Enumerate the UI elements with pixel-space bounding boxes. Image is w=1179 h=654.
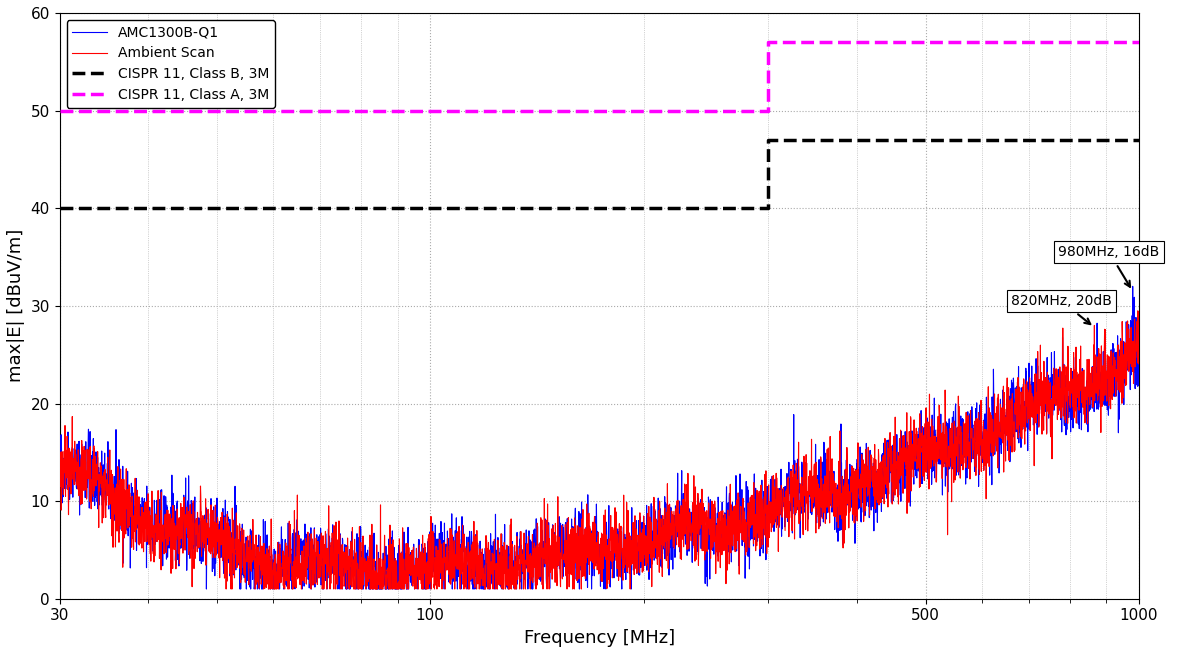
Line: Ambient Scan: Ambient Scan bbox=[60, 311, 1139, 589]
CISPR 11, Class A, 3M bbox=[762, 39, 776, 46]
Line: CISPR 11, Class A, 3M: CISPR 11, Class A, 3M bbox=[60, 43, 1139, 111]
Ambient Scan bbox=[837, 509, 851, 517]
Ambient Scan bbox=[566, 585, 580, 593]
Ambient Scan bbox=[515, 553, 529, 561]
Ambient Scan bbox=[1046, 404, 1060, 412]
CISPR 11, Class B, 3M bbox=[762, 136, 776, 144]
Ambient Scan bbox=[1099, 369, 1113, 377]
Ambient Scan bbox=[506, 570, 520, 578]
CISPR 11, Class B, 3M bbox=[53, 204, 67, 212]
CISPR 11, Class A, 3M bbox=[53, 107, 67, 114]
AMC1300B-Q1 bbox=[1099, 370, 1113, 378]
Text: 820MHz, 20dB: 820MHz, 20dB bbox=[1012, 294, 1112, 324]
Text: 980MHz, 16dB: 980MHz, 16dB bbox=[1059, 245, 1160, 287]
Ambient Scan bbox=[1131, 307, 1145, 315]
CISPR 11, Class B, 3M bbox=[1132, 136, 1146, 144]
CISPR 11, Class A, 3M bbox=[762, 107, 776, 114]
AMC1300B-Q1 bbox=[1132, 339, 1146, 347]
AMC1300B-Q1 bbox=[53, 449, 67, 457]
AMC1300B-Q1 bbox=[199, 585, 213, 593]
AMC1300B-Q1 bbox=[506, 564, 520, 572]
CISPR 11, Class B, 3M bbox=[762, 204, 776, 212]
AMC1300B-Q1 bbox=[566, 549, 580, 557]
CISPR 11, Class A, 3M bbox=[1132, 39, 1146, 46]
Ambient Scan bbox=[1132, 308, 1146, 316]
X-axis label: Frequency [MHz]: Frequency [MHz] bbox=[523, 629, 674, 647]
Legend: AMC1300B-Q1, Ambient Scan, CISPR 11, Class B, 3M, CISPR 11, Class A, 3M: AMC1300B-Q1, Ambient Scan, CISPR 11, Cla… bbox=[66, 20, 275, 108]
Line: AMC1300B-Q1: AMC1300B-Q1 bbox=[60, 286, 1139, 589]
Ambient Scan bbox=[53, 473, 67, 481]
AMC1300B-Q1 bbox=[1126, 283, 1140, 290]
AMC1300B-Q1 bbox=[1046, 371, 1060, 379]
AMC1300B-Q1 bbox=[515, 545, 529, 553]
Y-axis label: max|E| [dBuV/m]: max|E| [dBuV/m] bbox=[7, 230, 25, 383]
Ambient Scan bbox=[219, 585, 233, 593]
Line: CISPR 11, Class B, 3M: CISPR 11, Class B, 3M bbox=[60, 140, 1139, 208]
AMC1300B-Q1 bbox=[837, 496, 851, 504]
